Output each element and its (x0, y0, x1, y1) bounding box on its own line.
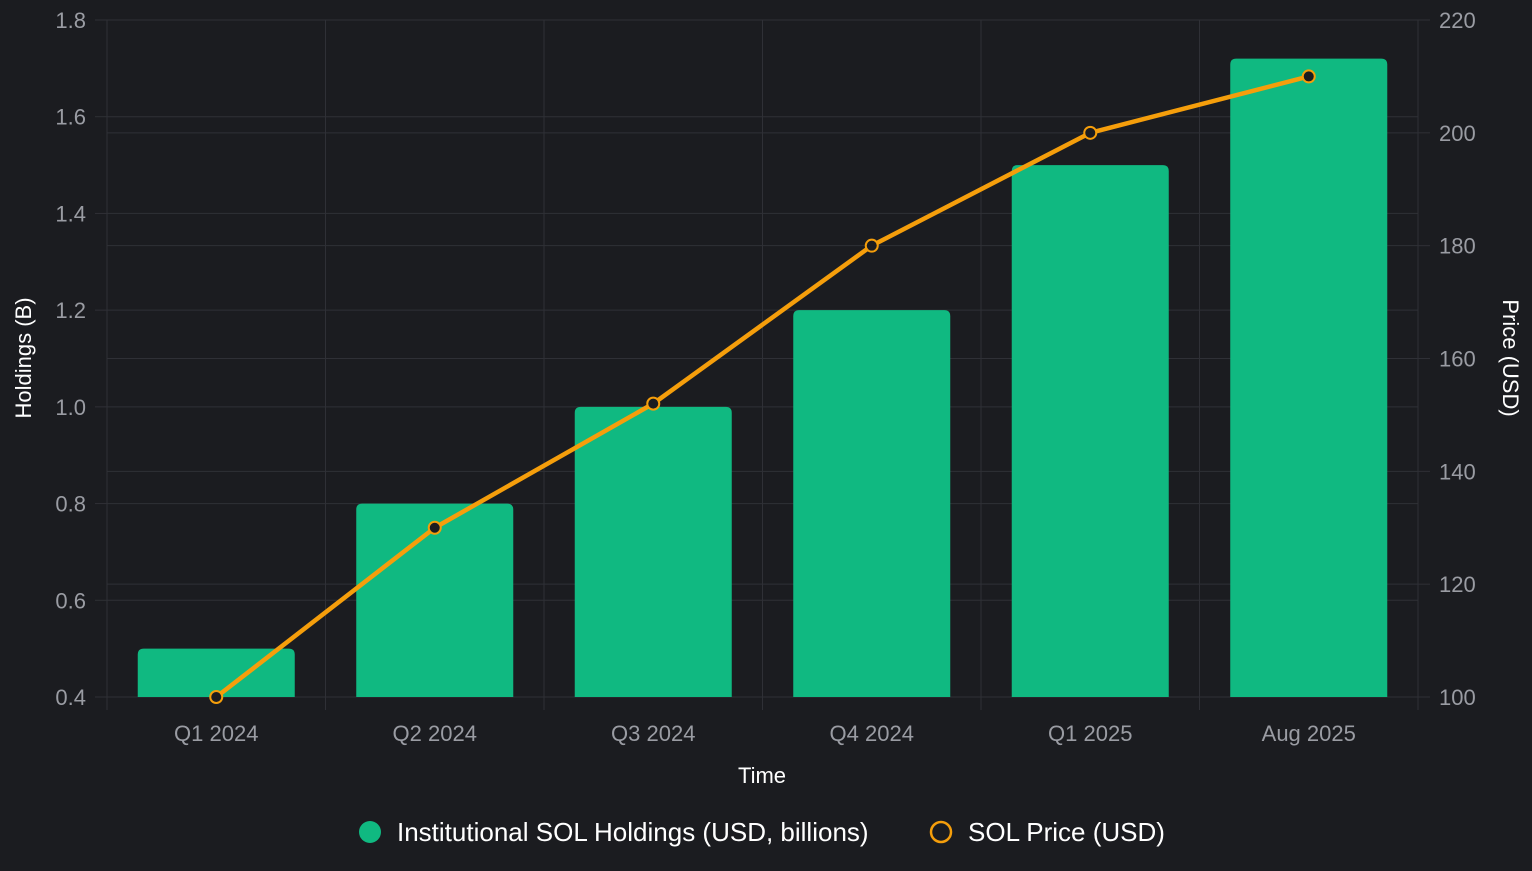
price-point (1301, 69, 1316, 84)
price-point (646, 396, 661, 411)
holdings-bar (1230, 58, 1388, 697)
left-y-tick-label: 0.4 (55, 685, 86, 710)
legend-item-holdings[interactable]: Institutional SOL Holdings (USD, billion… (359, 817, 869, 847)
left-y-tick-label: 1.8 (55, 8, 86, 33)
left-y-tick-label: 1.6 (55, 105, 86, 130)
left-y-tick-label: 1.0 (55, 395, 86, 420)
right-y-tick-label: 160 (1439, 347, 1476, 372)
x-tick-label: Q4 2024 (830, 721, 914, 746)
axis-layer: 0.4 0.6 0.8 1.0 1.2 1.4 1.6 1.8 100 120 140 160 180 2… (55, 8, 1475, 746)
legend-holdings-marker (359, 821, 381, 843)
grid-layer (106, 19, 1419, 698)
left-y-tick-label: 1.2 (55, 298, 86, 323)
right-y-tick-label: 200 (1439, 121, 1476, 146)
holdings-bar (1011, 165, 1169, 698)
bar-layer (137, 58, 1388, 698)
left-y-tick-label: 0.8 (55, 492, 86, 517)
holdings-bar (137, 648, 295, 697)
holdings-bar (356, 503, 514, 697)
price-line (214, 74, 1311, 700)
legend-item-price[interactable]: SOL Price (USD) (929, 817, 1165, 847)
x-tick-label: Q1 2025 (1048, 721, 1132, 746)
legend-price-marker (929, 820, 953, 844)
left-y-axis-title: Holdings (B) (11, 297, 36, 418)
x-tick-label: Q1 2024 (174, 721, 258, 746)
right-y-tick-label: 140 (1439, 459, 1476, 484)
right-y-tick-label: 100 (1439, 685, 1476, 710)
x-tick-label: Q3 2024 (611, 721, 695, 746)
holdings-bar (574, 406, 732, 697)
holdings-bar (793, 310, 951, 697)
line-layer (209, 69, 1316, 704)
x-axis-title: Time (738, 763, 786, 788)
legend-price-label: SOL Price (USD) (968, 817, 1165, 847)
left-y-tick-label: 0.6 (55, 588, 86, 613)
x-tick-label: Q2 2024 (393, 721, 477, 746)
price-point (864, 238, 879, 253)
price-point (1083, 125, 1098, 140)
right-y-axis-title: Price (USD) (1498, 299, 1523, 416)
legend-holdings-label: Institutional SOL Holdings (USD, billion… (397, 817, 869, 847)
legend: Institutional SOL Holdings (USD, billion… (359, 817, 1165, 847)
price-point (209, 690, 224, 704)
right-y-tick-label: 120 (1439, 572, 1476, 597)
right-y-tick-label: 180 (1439, 234, 1476, 259)
x-tick-label: Aug 2025 (1262, 721, 1356, 746)
price-point (427, 520, 442, 535)
right-y-tick-label: 220 (1439, 8, 1476, 33)
left-y-tick-label: 1.4 (55, 201, 86, 226)
